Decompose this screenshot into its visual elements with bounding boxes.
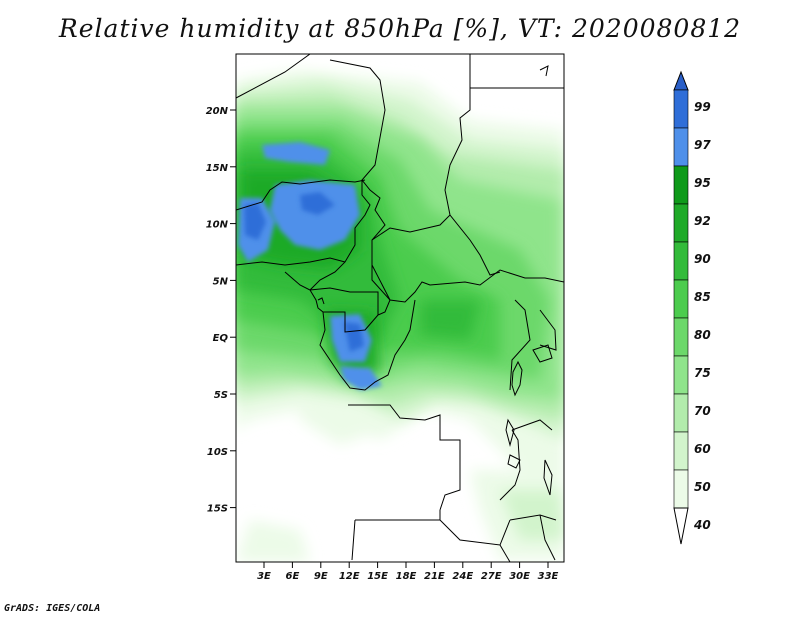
lakes (505, 344, 553, 496)
colorbar-label: 75 (694, 366, 711, 380)
lat-tick-label: 20N (206, 106, 229, 117)
lat-tick-label: 5S (214, 390, 228, 401)
lat-tick-label: 10S (207, 447, 228, 458)
colorbar: 99 97 95 92 90 85 80 75 70 60 50 40 (673, 70, 711, 545)
lon-tick-label: 9E (314, 571, 328, 582)
lon-tick-label: 6E (286, 571, 300, 582)
country-borders (236, 54, 564, 562)
colorbar-segment (673, 279, 689, 319)
colorbar-label: 92 (694, 214, 711, 228)
colorbar-label: 80 (694, 328, 711, 342)
lon-tick-label: 24E (452, 571, 473, 582)
colorbar-segment (673, 317, 689, 357)
colorbar-label: 95 (694, 176, 711, 190)
colorbar-bottom-arrow (673, 507, 689, 545)
longitude-axis: 3E 6E 9E 12E 15E 18E 21E 24E 27E 30E 33E (257, 562, 559, 582)
lon-tick-label: 3E (257, 571, 271, 582)
colorbar-segment (673, 393, 689, 433)
footer-credit: GrADS: IGES/COLA (4, 603, 101, 614)
colorbar-segment (673, 89, 689, 129)
map-plot-area: 20N 15N 10N 5N EQ 5S 10S 15S 3E 6E 9E 12E 15E 18E 21E… (206, 53, 565, 582)
lon-tick-label: 27E (481, 571, 502, 582)
lat-tick-label: EQ (213, 333, 229, 344)
colorbar-segment (673, 241, 689, 281)
colorbar-segment (673, 127, 689, 167)
lat-tick-label: 15N (206, 163, 229, 174)
coastline (284, 65, 549, 313)
lon-tick-label: 18E (396, 571, 417, 582)
map-title: Relative humidity at 850hPa [%], VT: 202… (58, 14, 742, 43)
colorbar-segment (673, 203, 689, 243)
colorbar-label: 40 (693, 518, 711, 532)
lat-tick-label: 15S (207, 504, 228, 515)
lon-tick-label: 33E (538, 571, 559, 582)
lon-tick-label: 30E (509, 571, 530, 582)
colorbar-top-arrow (673, 70, 689, 91)
lon-tick-label: 21E (424, 571, 445, 582)
colorbar-segment (673, 431, 689, 471)
colorbar-segment (673, 469, 689, 509)
map-frame (235, 53, 565, 563)
lat-tick-label: 5N (213, 276, 229, 287)
latitude-axis: 20N 15N 10N 5N EQ 5S 10S 15S (206, 106, 236, 515)
colorbar-label: 60 (694, 442, 711, 456)
humidity-field (236, 54, 564, 562)
lon-tick-label: 12E (339, 571, 360, 582)
colorbar-label: 99 (694, 100, 711, 114)
colorbar-label: 85 (694, 290, 711, 304)
colorbar-label: 50 (694, 480, 711, 494)
colorbar-segment (673, 165, 689, 205)
lon-tick-label: 15E (367, 571, 388, 582)
colorbar-label: 97 (694, 138, 711, 152)
lat-tick-label: 10N (206, 220, 229, 231)
colorbar-segment (673, 355, 689, 395)
colorbar-label: 90 (694, 252, 711, 266)
colorbar-label: 70 (694, 404, 711, 418)
